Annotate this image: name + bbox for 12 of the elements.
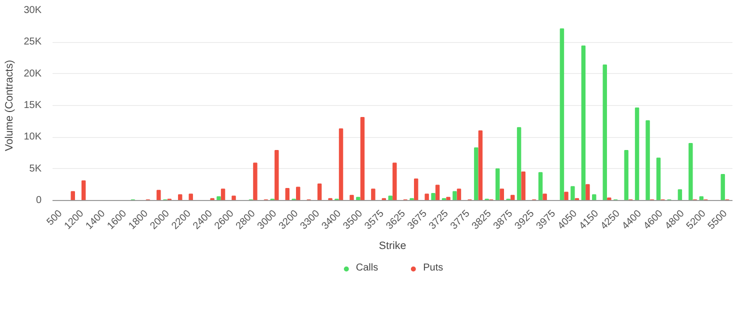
y-tick-label: 5K [29, 163, 42, 174]
legend-label: Calls [356, 262, 378, 274]
x-tick-label: 500 [45, 208, 65, 228]
y-tick-label: 0 [36, 195, 42, 206]
x-axis-title: Strike [378, 240, 406, 252]
legend-label: Puts [423, 262, 444, 274]
y-axis-title: Volume (Contracts) [4, 60, 16, 152]
y-tick-label: 30K [24, 5, 42, 16]
y-tick-label: 20K [24, 68, 42, 80]
y-tick-label: 25K [24, 36, 42, 48]
y-tick-label: 10K [24, 132, 42, 143]
y-tick-label: 15K [24, 100, 42, 111]
